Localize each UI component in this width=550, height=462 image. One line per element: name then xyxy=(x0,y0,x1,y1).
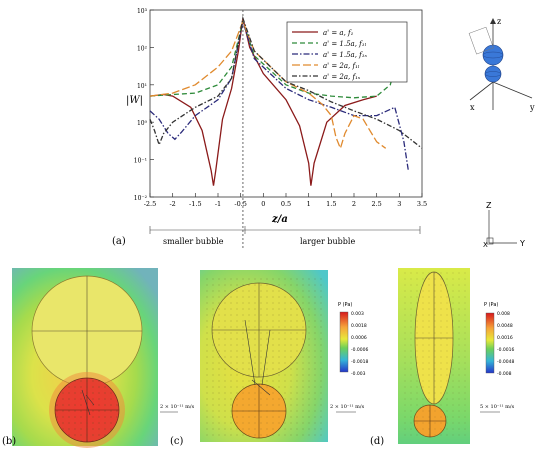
legend-entry: a' = 2a, f₁ₗ xyxy=(323,62,360,70)
y-tick-label: 10³ xyxy=(137,8,148,15)
panel-b-label: (b) xyxy=(2,436,16,447)
colorbar-tick-label: 0.0006 xyxy=(351,335,367,341)
axis-z-label: z xyxy=(497,17,501,26)
x-axis-label: z/a xyxy=(271,214,288,225)
legend-entry: a' = 2a, f₁ₛ xyxy=(323,73,361,81)
panel-b-flow-arrow xyxy=(81,389,95,416)
axis-y-line xyxy=(492,81,533,99)
legend-entry: a' = 1.5a, f₁ₛ xyxy=(323,51,368,59)
x-tick-label: 3 xyxy=(397,200,401,208)
y-tick-label: 10⁻² xyxy=(134,195,148,202)
legend: a' = a, f₁ a' = 1.5a, f₁ₗ a' = 1.5a, f₁ₛ a'… xyxy=(286,21,408,83)
triad-x-box xyxy=(486,237,494,245)
x-tick-label: 0.5 xyxy=(281,200,291,208)
x-tick-label: -2 xyxy=(169,200,175,208)
lower-bubble xyxy=(484,65,502,83)
smaller-bubble-label: smaller bubble xyxy=(163,237,224,246)
x-tick-label: 1.5 xyxy=(326,200,336,208)
x-tick-label: -1 xyxy=(215,200,221,208)
panel-c-colorbar xyxy=(339,311,349,373)
axis-y-label: y xyxy=(529,103,535,112)
panel-b-scale-label: 2 × 10⁻¹¹ m/s xyxy=(160,404,195,410)
line-chart: 10⁻² 10⁻¹ 10⁰ 10¹ 10² 10³ -2.5 -2 -1.5 -1 -0.5 0 0.… xyxy=(126,8,427,250)
legend-entry: a' = a, f₁ xyxy=(323,29,354,37)
panel-d-colorbar xyxy=(485,312,495,374)
axis-z-arrow xyxy=(490,18,496,24)
region-annotations: (a) smaller bubble larger bubble xyxy=(112,226,421,247)
series-layer xyxy=(149,15,423,186)
upper-bubble-equator xyxy=(482,51,504,59)
series-line-3 xyxy=(149,21,410,171)
axis-box xyxy=(468,26,494,55)
panel-c-vector-dots xyxy=(205,275,323,437)
panel-d: P (Pa) 0.008 0.0048 0.0016 -0.0016 -0.0048 -0… xyxy=(370,268,515,447)
series-line-4 xyxy=(149,19,387,151)
x-tick-label: -2.5 xyxy=(144,200,157,208)
colorbar-tick-label: -0.0016 xyxy=(497,347,515,353)
x-axis-ticks: -2.5 -2 -1.5 -1 -0.5 0 0.5 1 1.5 2 2.5 3 3.5 xyxy=(144,193,427,208)
lower-bubble-equator xyxy=(484,71,502,77)
colorbar-tick-label: -0.003 xyxy=(351,371,366,377)
colorbar-tick-label: -0.008 xyxy=(497,371,512,377)
colorbar-tick-label: -0.0018 xyxy=(351,359,369,365)
colorbar-tick-label: -0.0048 xyxy=(497,359,515,365)
panel-d-label: (d) xyxy=(370,436,384,447)
colorbar-tick-label: 0.0048 xyxy=(497,323,513,329)
y-tick-label: 10¹ xyxy=(137,83,147,90)
panel-c: P (Pa) 0.003 0.0018 0.0006 -0.0006 -0.0018 -0… xyxy=(170,270,369,447)
x-tick-label: 3.5 xyxy=(417,200,427,208)
panel-c-scale-label: 2 × 10⁻¹¹ m/s xyxy=(330,404,365,410)
panel-c-flow-arrows xyxy=(244,319,271,396)
y-tick-label: 10² xyxy=(137,45,148,52)
panel-d-scale-label: 5 × 10⁻¹¹ m/s xyxy=(480,404,515,410)
series-line-2 xyxy=(149,18,400,99)
x-tick-label: 2 xyxy=(352,200,356,208)
x-tick-label: 0 xyxy=(261,200,265,208)
panel-a-label: (a) xyxy=(112,236,126,247)
y-tick-label: 10⁻¹ xyxy=(134,158,147,165)
axis-x-label: x xyxy=(470,103,475,112)
colorbar-tick-label: 0.008 xyxy=(497,311,510,317)
legend-entry: a' = 1.5a, f₁ₗ xyxy=(323,40,367,48)
colorbar-tick-label: 0.0016 xyxy=(497,335,513,341)
panel-d-colorbar-ticks: 0.008 0.0048 0.0016 -0.0016 -0.0048 -0.008 xyxy=(497,311,515,377)
x-tick-label: -1.5 xyxy=(189,200,202,208)
axis-triad-2d: Z Y X xyxy=(483,201,525,249)
panel-c-colorbar-ticks: 0.003 0.0018 0.0006 -0.0006 -0.0018 -0.003 xyxy=(351,311,369,377)
colorbar-tick-label: 0.0018 xyxy=(351,323,367,329)
axis-x-line xyxy=(469,81,494,101)
x-tick-label: 1 xyxy=(307,200,311,208)
bubble-axis-diagram: z x y xyxy=(468,17,535,112)
y-axis-label: |W| xyxy=(126,95,143,106)
triad-x-label: X xyxy=(483,241,488,249)
panel-d-vector-dots xyxy=(402,272,466,440)
y-tick-label: 10⁰ xyxy=(137,120,148,127)
triad-z-label: Z xyxy=(486,201,492,210)
panel-b-small-dots xyxy=(55,378,119,442)
larger-bubble-label: larger bubble xyxy=(300,237,355,246)
colorbar-tick-label: -0.0006 xyxy=(351,347,369,353)
x-tick-label: 2.5 xyxy=(371,200,381,208)
panel-b: 2 × 10⁻¹¹ m/s (b) xyxy=(2,268,195,448)
panel-c-colorbar-title: P (Pa) xyxy=(338,302,352,308)
series-line-5 xyxy=(149,15,423,149)
y-axis-ticks: 10⁻² 10⁻¹ 10⁰ 10¹ 10² 10³ xyxy=(134,8,154,202)
triad-y-label: Y xyxy=(519,239,525,248)
panel-d-colorbar-title: P (Pa) xyxy=(484,302,498,308)
panel-c-label: (c) xyxy=(170,436,184,447)
x-tick-label: -0.5 xyxy=(234,200,247,208)
colorbar-tick-label: 0.003 xyxy=(351,311,364,317)
